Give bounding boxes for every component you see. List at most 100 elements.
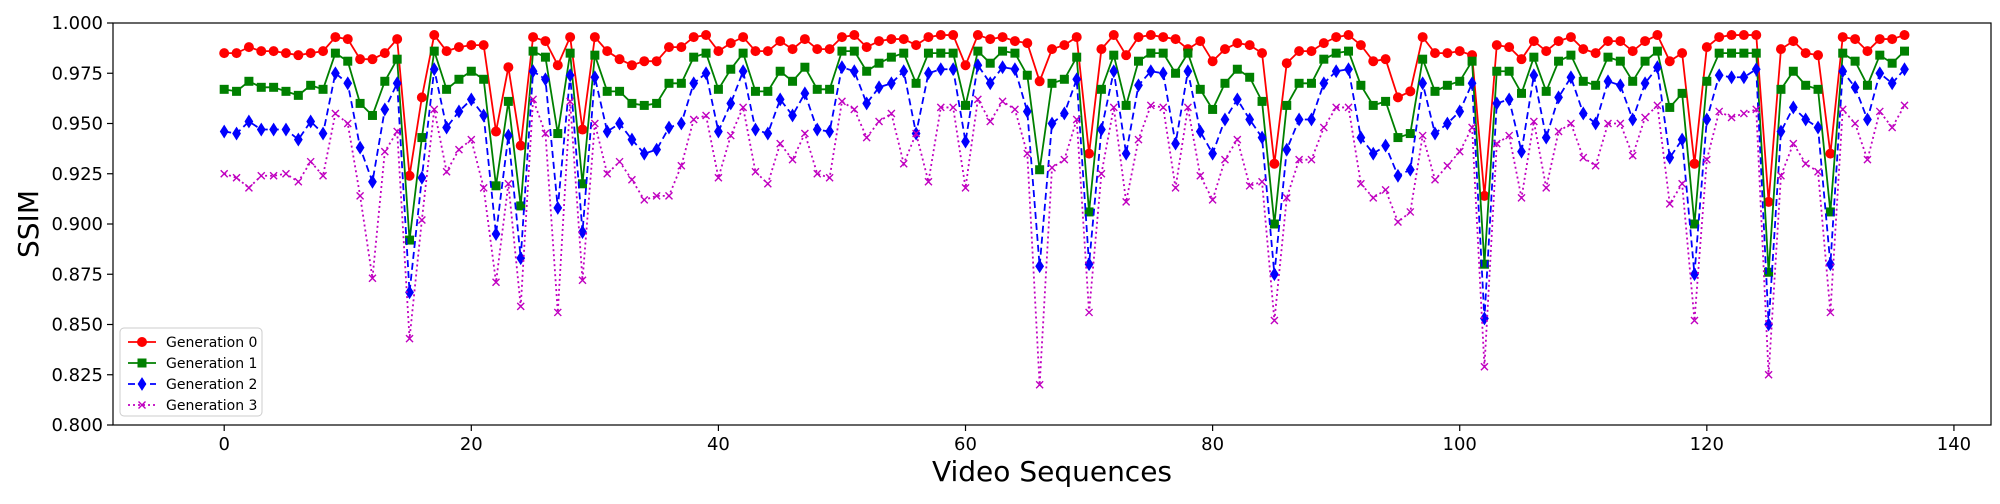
generation-2-point [442,120,451,135]
generation-2-point [1331,64,1341,79]
generation-1-point [1764,267,1774,277]
generation-2-point [924,66,933,81]
generation-0-point [342,34,353,45]
generation-2-point [1615,78,1625,93]
generation-0-point [367,54,378,65]
generation-1-point [1418,54,1428,64]
generation-0-point [1800,48,1811,59]
generation-1-point [874,58,884,68]
generation-2-point [454,104,464,119]
generation-3-point [220,169,229,178]
generation-1-point [1578,76,1588,86]
generation-3-point [1888,123,1897,132]
generation-1-point [306,80,316,90]
generation-0-point [416,92,427,103]
generation-1-point [1121,100,1131,110]
generation-2-point [652,142,662,157]
generation-1-point [1801,80,1811,90]
generation-0-point [1133,32,1144,43]
generation-1-point [1059,74,1069,84]
generation-1-point [1442,80,1452,90]
generation-2-point [1109,64,1119,79]
y-tick-label: 0.800 [51,415,103,436]
generation-0-point [1269,158,1280,169]
generation-0-point [1232,38,1243,49]
generation-3-point [442,167,451,176]
generation-2-point [1430,126,1440,141]
generation-3-point [331,109,340,118]
generation-0-point [355,54,366,65]
generation-2-point [1208,146,1218,161]
generation-3-point [1220,155,1229,164]
generation-0-point [466,40,477,51]
generation-0-point [1096,44,1107,55]
generation-3-point [949,103,958,112]
generation-2-point [1294,112,1304,127]
generation-0-point [1689,158,1700,169]
generation-1-point [713,84,723,94]
generation-0-point [429,30,440,41]
generation-3-point [751,167,760,176]
generation-2-point [392,76,402,91]
generation-0-point [1652,30,1663,41]
generation-3-point [319,171,328,180]
generation-0-point [1862,46,1873,57]
generation-0-point [1627,46,1638,57]
generation-2-point [281,122,291,137]
generation-3-point [1789,139,1798,148]
generation-2-point [689,76,699,91]
generation-3-point [1727,113,1736,122]
generation-2-point [343,76,353,91]
generation-1-point [1603,52,1613,62]
generation-2-point [1270,267,1279,282]
generation-0-point [565,32,576,43]
generation-2-point [676,116,686,131]
generation-3-point [1764,370,1773,379]
generation-3-point [504,179,513,188]
x-tick-label: 0 [218,434,229,455]
generation-3-point [479,183,488,192]
generation-3-point [1035,380,1044,389]
y-tick-label: 0.850 [51,315,103,336]
generation-2-point [1307,112,1316,127]
x-tick-label: 120 [1690,434,1724,455]
generation-0-point [1788,36,1799,47]
generation-0-point [491,126,502,137]
generation-3-point [640,195,649,204]
generation-0-point [293,50,304,61]
generation-0-point [762,46,773,57]
generation-1-point [837,46,847,56]
generation-2-point [1072,72,1082,87]
generation-2-point [1381,138,1390,153]
generation-3-point [529,95,538,104]
generation-3-point [1492,139,1501,148]
legend: Generation 0 Generation 1 Generation 2 Gene… [119,327,263,417]
generation-3-point [1233,135,1242,144]
generation-0-point [1850,34,1861,45]
x-axis-label: Video Sequences [932,455,1172,488]
generation-2-point [961,134,970,149]
generation-2-point [1578,106,1588,121]
generation-3-point [1628,151,1637,160]
generation-0-point [268,46,279,57]
generation-3-point [1690,316,1699,325]
generation-2-point [627,132,637,147]
generation-2-point [1788,100,1798,115]
generation-1-point [429,46,439,56]
generation-1-point [1862,80,1872,90]
generation-1-point [1838,48,1848,58]
generation-2-point [269,122,279,137]
generation-0-point [849,30,860,41]
generation-0-point [1664,56,1675,67]
generation-0-point [1368,56,1379,67]
generation-3-point [1196,171,1205,180]
generation-1-point [676,78,686,88]
generation-3-point [726,131,735,140]
generation-1-point [503,96,513,106]
generation-3-point [1554,127,1563,136]
generation-2-point [763,126,773,141]
generation-3-point [776,139,785,148]
generation-1-point [1010,48,1020,58]
generation-0-point [280,48,291,59]
generation-2-point [256,122,266,137]
